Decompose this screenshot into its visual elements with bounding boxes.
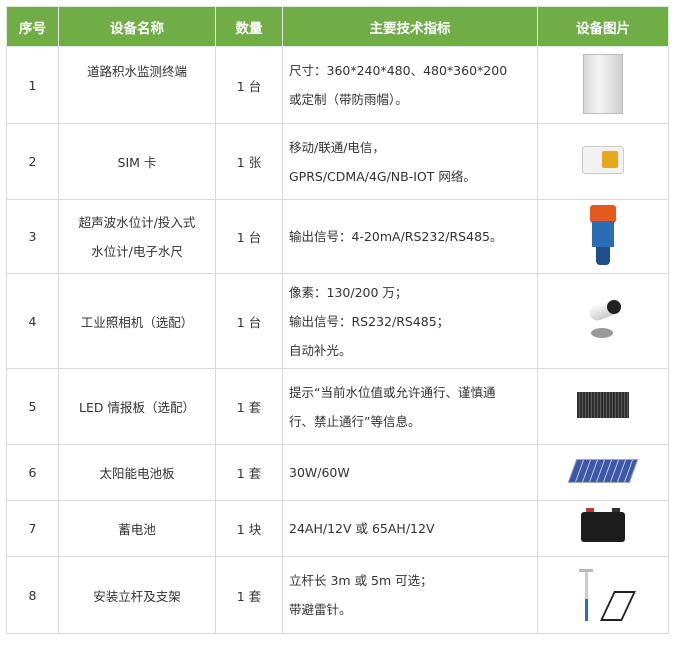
cell-no: 8 <box>6 556 59 634</box>
cell-name: 安装立杆及支架 <box>58 556 216 634</box>
name-line: 水位计/电子水尺 <box>91 243 183 259</box>
table-row: 7 蓄电池 1 块 24AH/12V 或 65AH/12V <box>6 500 669 557</box>
cell-name: 太阳能电池板 <box>58 444 216 501</box>
cell-spec: 输出信号：4-20mA/RS232/RS485。 <box>282 199 538 274</box>
spec-line: 尺寸：360*240*480、480*360*200 <box>289 63 508 78</box>
header-spec: 主要技术指标 <box>282 6 538 47</box>
cell-image <box>537 556 669 634</box>
battery-image <box>581 508 625 542</box>
spec-line: 24AH/12V 或 65AH/12V <box>289 521 435 536</box>
spec-line: 立杆长 3m 或 5m 可选； <box>289 573 433 588</box>
cell-name: 蓄电池 <box>58 500 216 557</box>
cell-spec: 24AH/12V 或 65AH/12V <box>282 500 538 557</box>
cell-no: 3 <box>6 199 59 274</box>
cell-image <box>537 500 669 557</box>
cell-no: 1 <box>6 46 59 124</box>
spec-line: GPRS/CDMA/4G/NB-IOT 网络。 <box>289 168 476 184</box>
cell-spec: 像素：130/200 万； 输出信号：RS232/RS485； 自动补光。 <box>282 273 538 369</box>
header-qty: 数量 <box>215 6 283 47</box>
sim-card-image <box>582 146 624 174</box>
cell-name: 超声波水位计/投入式 水位计/电子水尺 <box>58 199 216 274</box>
cell-image <box>537 123 669 200</box>
table-row: 4 工业照相机（选配） 1 台 像素：130/200 万； 输出信号：RS232/… <box>6 273 669 369</box>
water-level-sensor-image <box>588 205 618 265</box>
spec-line: 像素：130/200 万； <box>289 284 408 300</box>
name-line: 超声波水位计/投入式 <box>78 214 196 230</box>
cell-image <box>537 444 669 501</box>
cabinet-image <box>583 53 623 114</box>
name-text: 道路积水监测终端 <box>86 64 187 79</box>
table-row: 3 超声波水位计/投入式 水位计/电子水尺 1 台 输出信号：4-20mA/RS2… <box>6 199 669 274</box>
cell-qty: 1 套 <box>215 444 283 501</box>
equipment-table: 序号 设备名称 数量 主要技术指标 设备图片 1 道路积水监测终端 1 台 尺寸… <box>6 6 669 634</box>
spec-line: 行、禁止通行”等信息。 <box>289 413 421 429</box>
table-row: 2 SIM 卡 1 张 移动/联通/电信， GPRS/CDMA/4G/NB-IOT… <box>6 123 669 200</box>
table-row: 5 LED 情报板（选配） 1 套 提示“当前水位值或允许通行、谨慎通 行、禁止通… <box>6 368 669 445</box>
solar-panel-image <box>567 459 639 483</box>
cell-image <box>537 199 669 274</box>
cell-no: 4 <box>6 273 59 369</box>
cell-qty: 1 张 <box>215 123 283 200</box>
table-row: 1 道路积水监测终端 1 台 尺寸：360*240*480、480*360*20… <box>6 46 669 124</box>
spec-line: 30W/60W <box>289 465 350 480</box>
header-image: 设备图片 <box>537 6 669 47</box>
cell-spec: 立杆长 3m 或 5m 可选； 带避雷针。 <box>282 556 538 634</box>
led-board-image <box>577 392 629 418</box>
cell-qty: 1 台 <box>215 199 283 274</box>
table-header: 序号 设备名称 数量 主要技术指标 设备图片 <box>6 6 669 47</box>
spec-line: 输出信号：RS232/RS485； <box>289 313 450 329</box>
cell-spec: 30W/60W <box>282 444 538 501</box>
table-row: 6 太阳能电池板 1 套 30W/60W <box>6 444 669 501</box>
cell-spec: 移动/联通/电信， GPRS/CDMA/4G/NB-IOT 网络。 <box>282 123 538 200</box>
table-row: 8 安装立杆及支架 1 套 立杆长 3m 或 5m 可选； 带避雷针。 <box>6 556 669 634</box>
spec-line: 提示“当前水位值或允许通行、谨慎通 <box>289 384 496 400</box>
cell-name: SIM 卡 <box>58 123 216 200</box>
cell-image <box>537 368 669 445</box>
spec-line: 输出信号：4-20mA/RS232/RS485。 <box>289 229 503 244</box>
cell-spec: 提示“当前水位值或允许通行、谨慎通 行、禁止通行”等信息。 <box>282 368 538 445</box>
cell-name: LED 情报板（选配） <box>58 368 216 445</box>
cell-no: 2 <box>6 123 59 200</box>
cell-name: 道路积水监测终端 <box>58 46 216 124</box>
cell-qty: 1 套 <box>215 368 283 445</box>
spec-line: 移动/联通/电信， <box>289 139 385 155</box>
cell-image <box>537 46 669 124</box>
cell-no: 7 <box>6 500 59 557</box>
cell-qty: 1 套 <box>215 556 283 634</box>
header-name: 设备名称 <box>58 6 216 47</box>
cell-qty: 1 台 <box>215 273 283 369</box>
pole-bracket-image <box>573 565 636 623</box>
cell-name: 工业照相机（选配） <box>58 273 216 369</box>
cell-spec: 尺寸：360*240*480、480*360*200 或定制（带防雨帽）。 <box>282 46 538 124</box>
spec-line: 或定制（带防雨帽）。 <box>289 92 408 107</box>
cell-qty: 1 块 <box>215 500 283 557</box>
spec-line: 自动补光。 <box>289 342 352 358</box>
cell-no: 5 <box>6 368 59 445</box>
cell-qty: 1 台 <box>215 46 283 124</box>
header-no: 序号 <box>6 6 59 47</box>
camera-image <box>585 296 621 340</box>
cell-image <box>537 273 669 369</box>
spec-line: 带避雷针。 <box>289 602 352 617</box>
cell-no: 6 <box>6 444 59 501</box>
